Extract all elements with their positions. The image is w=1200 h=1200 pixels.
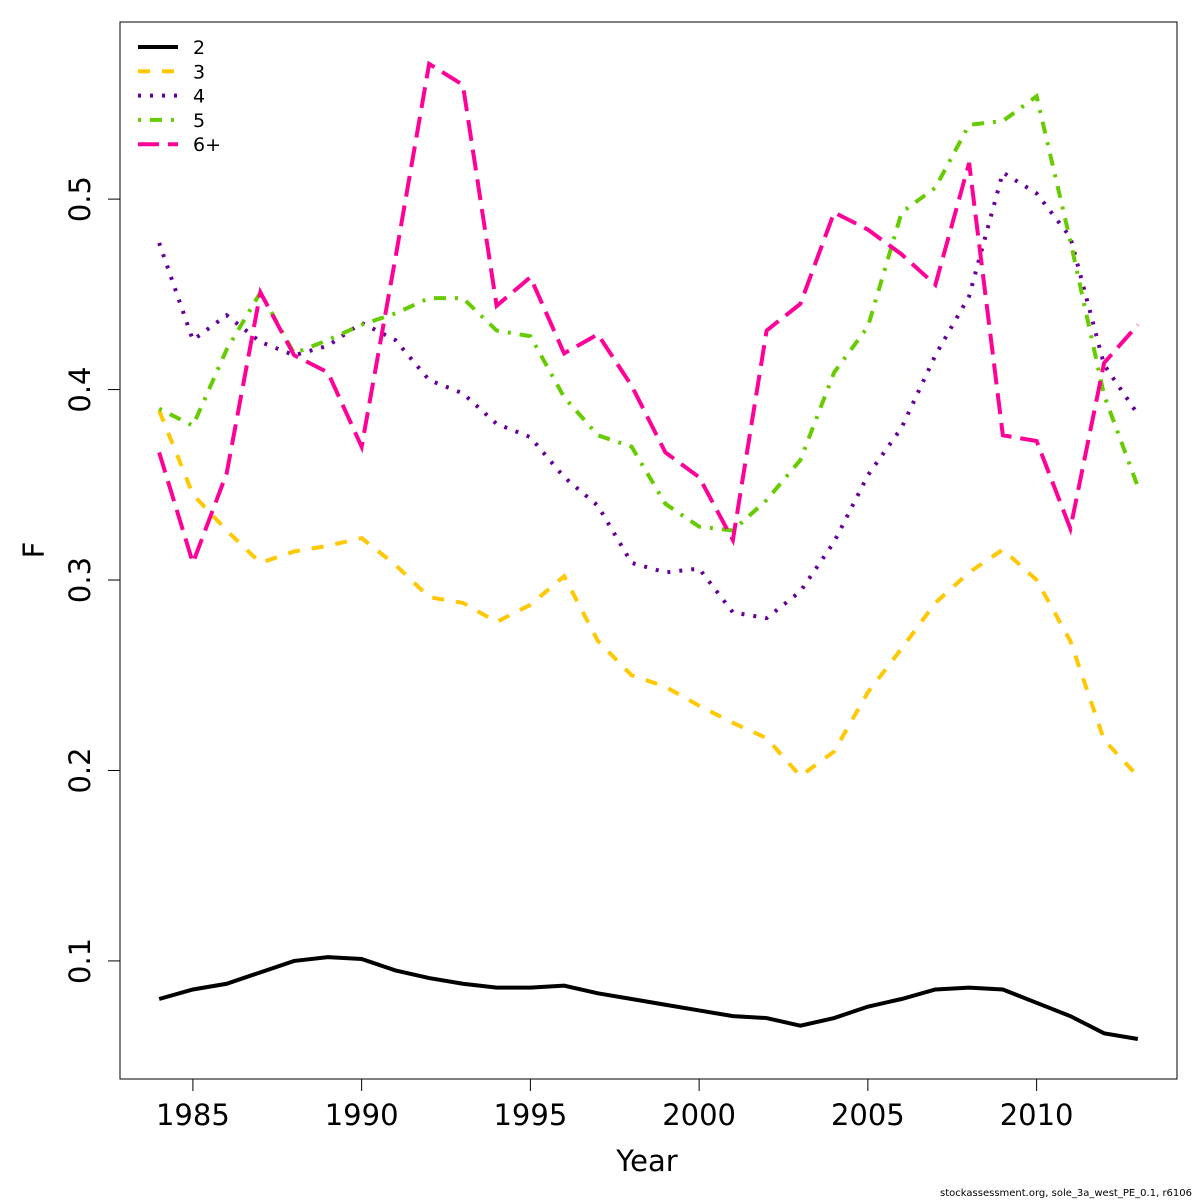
x-tick-label: 2010 (1000, 1098, 1074, 1132)
legend-label: 6+ (193, 134, 221, 156)
y-tick-label: 0.1 (63, 938, 97, 984)
legend-label: 3 (193, 61, 205, 83)
legend-label: 5 (193, 110, 205, 132)
series-line (158, 955, 1139, 1041)
x-tick-label: 1990 (325, 1098, 399, 1132)
series-line (158, 92, 1140, 533)
y-axis-label: F (17, 542, 51, 559)
y-tick-label: 0.2 (63, 747, 97, 793)
y-tick-label: 0.3 (63, 557, 97, 603)
series-line (157, 409, 1140, 779)
x-tick-label: 2005 (831, 1098, 905, 1132)
x-tick-label: 2000 (662, 1098, 736, 1132)
series-line (157, 60, 1140, 570)
x-axis-label: Year (615, 1144, 677, 1178)
x-tick-label: 1995 (493, 1098, 567, 1132)
legend-label: 2 (193, 37, 205, 59)
legend-label: 4 (193, 86, 205, 108)
plot-box (119, 21, 1178, 1080)
x-tick-label: 1985 (156, 1098, 230, 1132)
footer: stockassessment.org, sole_3a_west_PE_0.1… (940, 1188, 1192, 1199)
y-tick-label: 0.5 (63, 176, 97, 222)
y-tick-label: 0.4 (63, 367, 97, 413)
series-line (157, 169, 1140, 621)
